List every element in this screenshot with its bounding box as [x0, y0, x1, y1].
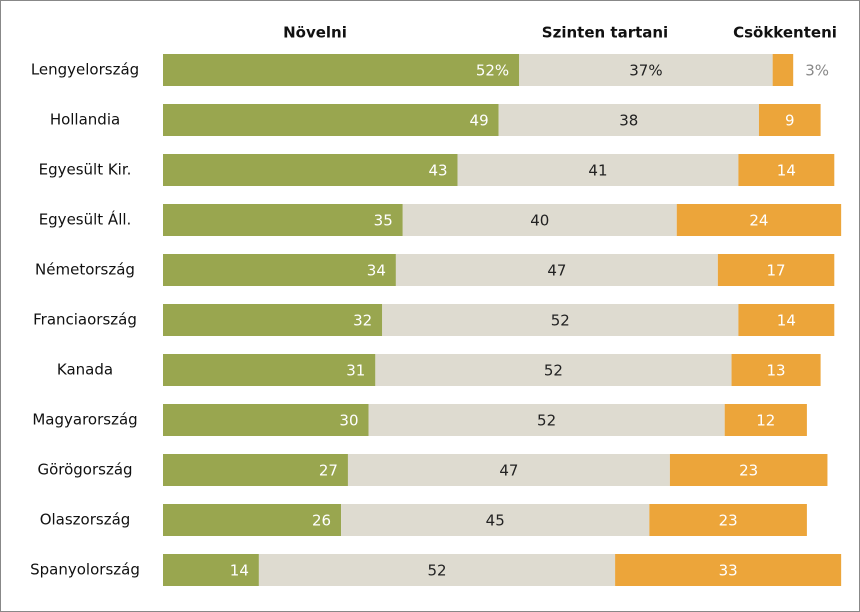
bar-segment — [402, 204, 677, 236]
legend-label: Csökkenteni — [733, 24, 837, 42]
value-label: 30 — [339, 412, 358, 430]
bar-segment — [368, 404, 725, 436]
value-label: 33 — [719, 562, 738, 580]
bar-segment — [758, 104, 821, 136]
bar-segment — [519, 54, 773, 86]
category-label: Hollandia — [50, 111, 120, 129]
category-label: Görögország — [37, 461, 132, 479]
value-label: 32 — [353, 312, 372, 330]
bar-segment — [163, 404, 369, 436]
category-label: Magyarország — [32, 411, 137, 429]
value-label: 3% — [805, 62, 829, 80]
value-label: 14 — [230, 562, 249, 580]
value-label: 43 — [428, 162, 447, 180]
bar-segment — [738, 154, 835, 186]
value-label: 31 — [346, 362, 365, 380]
value-label: 13 — [767, 362, 786, 380]
bar-segment — [669, 454, 828, 486]
bar-segment — [676, 204, 842, 236]
value-label: 49 — [470, 112, 489, 130]
value-label: 24 — [749, 212, 768, 230]
bar-segment — [163, 104, 499, 136]
bar-segment — [163, 254, 396, 286]
bar-segment — [163, 554, 259, 586]
value-label: 9 — [785, 112, 795, 130]
bar-segment — [163, 504, 342, 536]
value-label: 14 — [777, 162, 796, 180]
value-label: 14 — [777, 312, 796, 330]
bar-segment — [163, 354, 376, 386]
bar-segment — [163, 304, 383, 336]
bar-segment — [382, 304, 739, 336]
category-label: Lengyelország — [31, 61, 139, 79]
value-label: 52 — [544, 362, 563, 380]
value-label: 12 — [756, 412, 775, 430]
category-label: Spanyolország — [30, 561, 140, 579]
value-label: 37% — [629, 62, 662, 80]
bar-segment — [717, 254, 835, 286]
bar-segment — [163, 454, 348, 486]
value-label: 23 — [739, 462, 758, 480]
value-label: 23 — [719, 512, 738, 530]
bar-segment — [163, 154, 458, 186]
bar-segment — [258, 554, 616, 586]
bar-segment — [375, 354, 732, 386]
category-label: Egyesült Kir. — [39, 161, 132, 179]
category-label: Kanada — [57, 361, 113, 379]
value-label: 41 — [588, 162, 607, 180]
value-label: 45 — [486, 512, 505, 530]
bar-segment — [724, 404, 807, 436]
category-label: Franciaország — [33, 311, 137, 329]
bar-segment — [772, 54, 794, 86]
value-label: 26 — [312, 512, 331, 530]
value-label: 38 — [619, 112, 638, 130]
value-label: 34 — [367, 262, 386, 280]
category-label: Németország — [35, 261, 135, 279]
bar-segment — [615, 554, 842, 586]
category-label: Egyesült Áll. — [39, 210, 132, 229]
value-label: 52% — [476, 62, 509, 80]
value-label: 17 — [767, 262, 786, 280]
bar-segment — [341, 504, 650, 536]
bar-segment — [457, 154, 739, 186]
value-label: 52 — [537, 412, 556, 430]
bar-segment — [731, 354, 821, 386]
bar-segment — [649, 504, 807, 536]
bar-segment — [395, 254, 718, 286]
value-label: 35 — [374, 212, 393, 230]
bar-segment — [738, 304, 835, 336]
value-label: 47 — [499, 462, 518, 480]
bar-segment — [163, 54, 520, 86]
bar-segment — [498, 104, 759, 136]
legend-label: Szinten tartani — [542, 24, 668, 42]
bar-segment — [163, 204, 403, 236]
value-label: 27 — [319, 462, 338, 480]
bar-segment — [347, 454, 670, 486]
value-label: 52 — [551, 312, 570, 330]
category-label: Olaszország — [40, 511, 131, 529]
value-label: 47 — [547, 262, 566, 280]
value-label: 52 — [427, 562, 446, 580]
value-label: 40 — [530, 212, 549, 230]
legend-label: Növelni — [283, 24, 347, 42]
